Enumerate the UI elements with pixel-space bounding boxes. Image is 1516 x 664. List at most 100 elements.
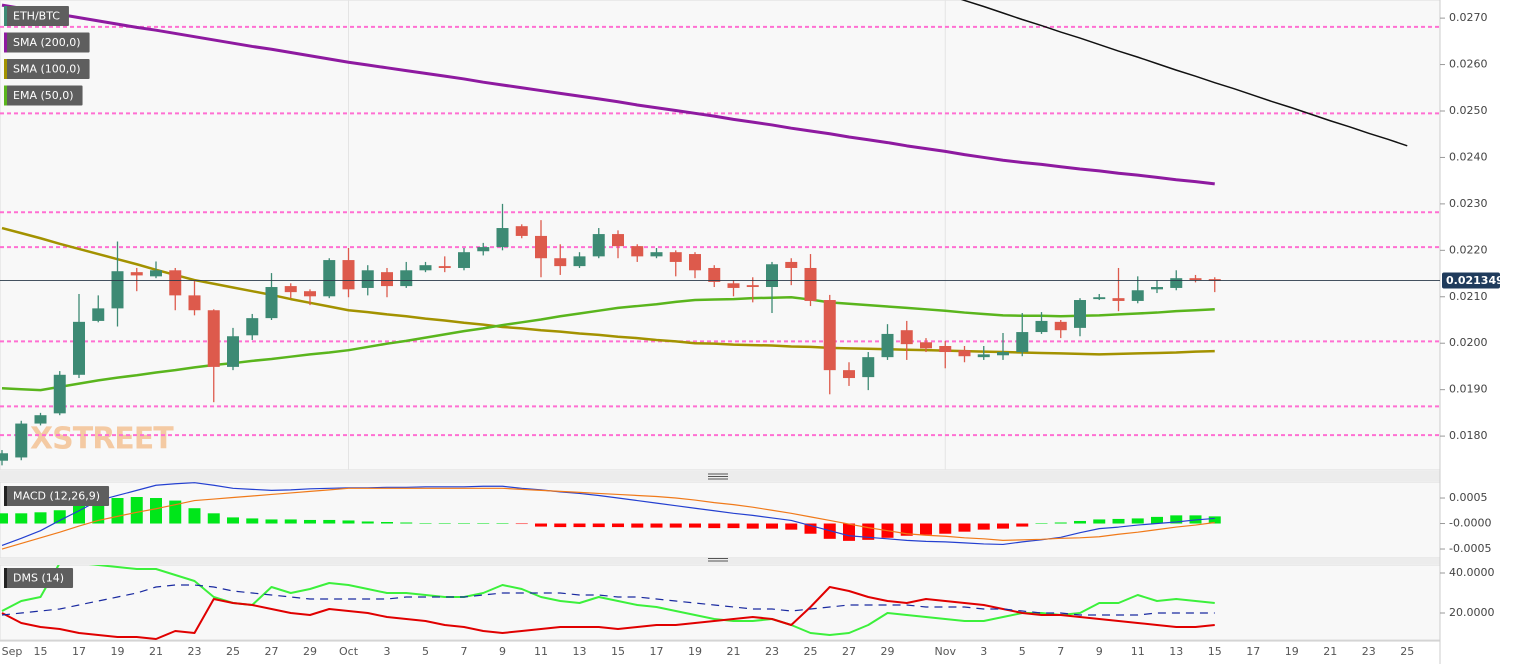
x-tick-label: 17 [1246,645,1260,658]
watermark: XSTREET [30,422,174,457]
histogram-bar [669,523,682,528]
candle-body [1189,278,1202,281]
candle-body [669,252,682,262]
candle-body [573,256,586,267]
candle-body [1016,332,1029,353]
candle-body [939,345,952,353]
histogram-bar [515,523,528,525]
candle-body [746,285,759,288]
histogram-bar [0,513,8,524]
y-tick-label: 20.0000 [1449,606,1495,619]
histogram-bar [804,523,817,534]
x-tick-label: 25 [804,645,818,658]
main-plot [0,0,1440,470]
histogram-bar [111,498,124,524]
candle-body [862,357,875,378]
histogram-bar [592,523,605,528]
histogram-bar [419,523,432,524]
candle-body [304,291,316,297]
divider-handle [708,473,728,480]
histogram-bar [650,523,663,528]
histogram-bar [323,519,336,524]
histogram-bar [169,500,182,524]
candle-body [592,234,605,257]
legend-box [4,32,90,53]
y-tick-label: -0.0000 [1449,517,1491,530]
x-tick-label: 17 [72,645,86,658]
candle-body [881,333,894,358]
legend-box [4,59,90,79]
candle-body [284,286,297,293]
legend-label: ETH/BTC [13,10,60,23]
y-tick-label: 0.0230 [1449,197,1488,210]
y-tick-label: 0.0210 [1449,290,1488,303]
histogram-bar [1131,518,1144,524]
candle-body [15,423,28,458]
legend-label: SMA (100,0) [13,63,81,76]
x-tick-label: 21 [149,645,163,658]
dms-panel [0,564,1441,641]
histogram-bar [612,523,624,528]
histogram-bar [15,513,28,524]
histogram-bar [1035,523,1048,524]
candle-body [111,271,124,309]
x-tick-label: Oct [339,645,359,658]
legend-box [4,85,83,106]
indicator-line [1,586,1215,640]
histogram-bar [1170,515,1183,524]
x-tick-label: 9 [1096,645,1103,658]
y-tick-label: 0.0220 [1449,243,1488,256]
candle-body [1151,287,1163,290]
histogram-bar [53,510,66,524]
histogram-bar [304,519,316,524]
legend-box [4,6,69,26]
x-tick-label: 21 [1323,645,1337,658]
histogram-bar [227,517,239,524]
x-tick-label: 5 [422,645,429,658]
candle-body [843,370,855,379]
histogram-bar [400,522,413,524]
indicator-line [1,482,1215,547]
candle-body [0,453,8,461]
legend-box [4,486,110,506]
indicator-line [1,295,1215,392]
y-tick-label: 0.0005 [1449,491,1488,504]
histogram-bar [958,523,971,532]
candle-body [1035,320,1048,333]
candle-body [323,260,336,297]
candle-body [631,246,644,257]
indicator-line [1,3,1215,186]
last-price-box [1442,272,1500,289]
last-price-label: 0.021349 [1446,274,1504,287]
histogram-bar [207,513,220,524]
candle-body [34,415,47,424]
candle-body [920,342,932,349]
x-tick-label: Nov [935,645,957,658]
histogram-bar [1151,516,1163,524]
candle-body [130,272,143,276]
histogram-bar [458,523,470,524]
histogram-bar [843,523,855,541]
x-tick-label: 23 [188,645,202,658]
candle-body [535,235,547,259]
legend-box [4,568,74,588]
histogram-bar [1208,516,1221,524]
candle-body [227,336,239,367]
histogram-bar [689,523,701,528]
histogram-bar [746,523,759,529]
histogram-bar [785,523,798,530]
x-tick-label: Sep [2,645,23,658]
candle-body [53,374,66,414]
histogram-bar [381,521,393,524]
x-tick-label: 7 [1057,645,1064,658]
x-tick-label: 25 [1400,645,1414,658]
histogram-bar [708,523,721,529]
histogram-bar [939,523,952,534]
y-tick-label: 40.0000 [1449,566,1495,579]
candle-body [650,252,663,257]
candle-body [515,226,528,236]
x-tick-label: 5 [1019,645,1026,658]
histogram-bar [535,523,547,527]
legend-swatch [4,568,7,588]
legend-swatch [4,32,7,53]
